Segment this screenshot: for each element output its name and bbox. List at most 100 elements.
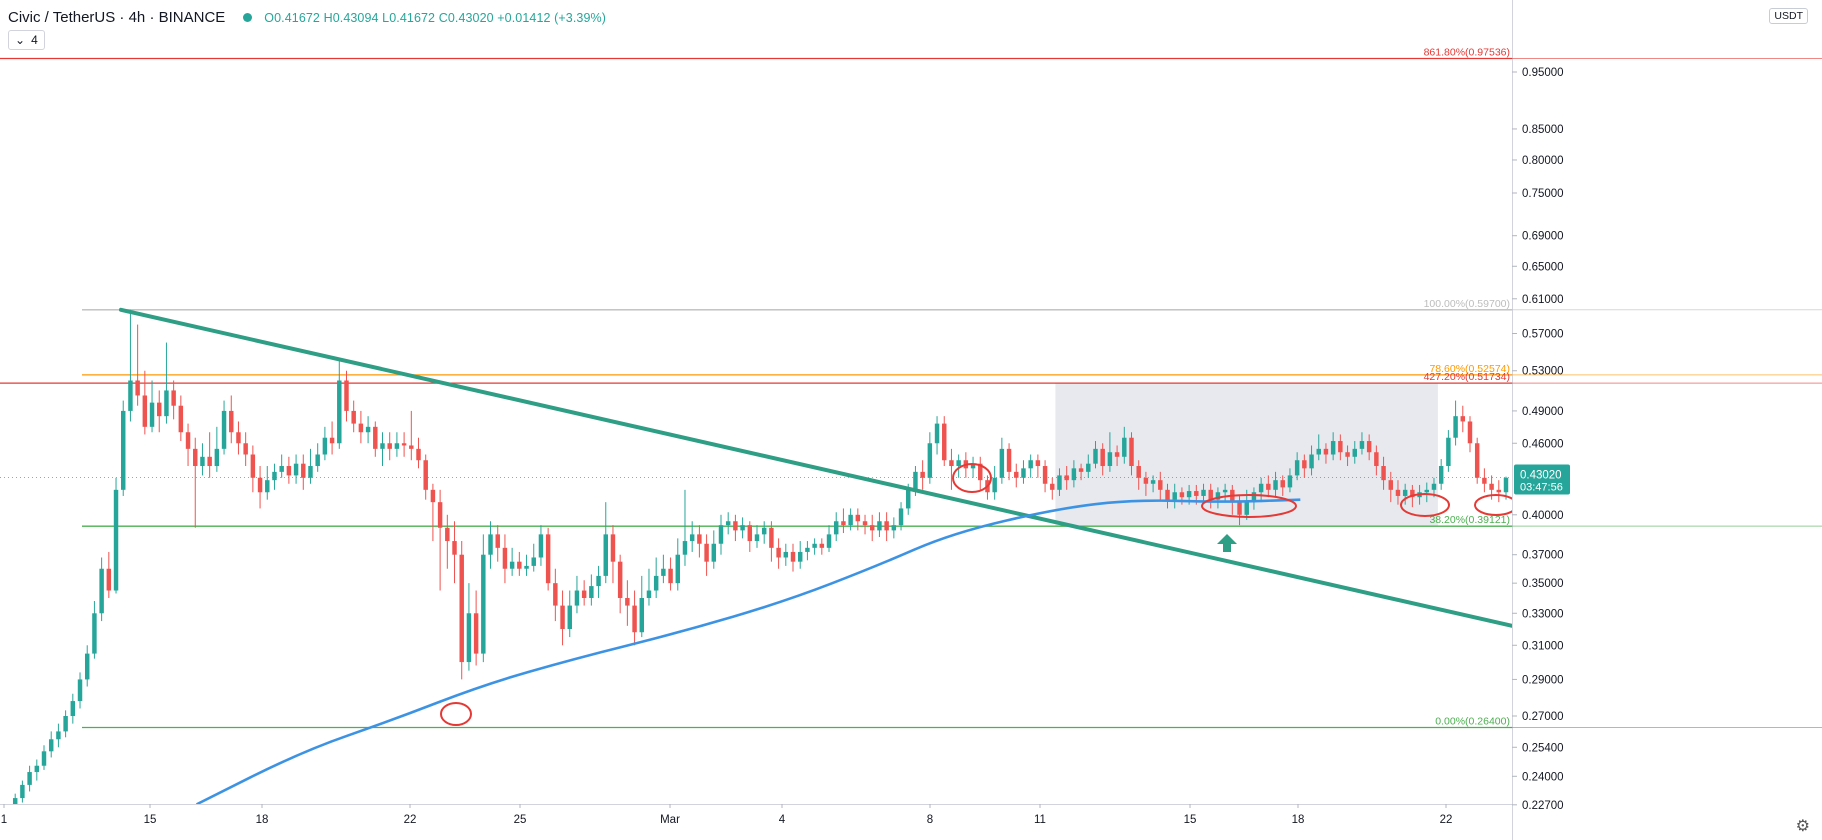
candle-body [344, 380, 349, 411]
candle-body [279, 466, 284, 472]
candle-body [855, 514, 861, 522]
indicators-toggle[interactable]: ⌄ 4 [8, 30, 45, 50]
price-tick-label: 0.35000 [1522, 578, 1564, 590]
candle-body [1100, 448, 1105, 467]
candle-body [164, 390, 169, 417]
candle-body [1395, 489, 1401, 496]
candle-body [1158, 480, 1163, 490]
candle-body [1352, 448, 1357, 457]
candle-body [610, 534, 616, 562]
candle-body [459, 554, 464, 663]
candle-body [639, 597, 645, 633]
candle-body [913, 471, 918, 490]
candle-body [322, 437, 328, 455]
price-tick-label: 0.40000 [1522, 510, 1564, 522]
candle-body [481, 554, 486, 654]
candle-body [632, 605, 637, 633]
candle-body [113, 489, 119, 591]
candle-body [898, 508, 904, 526]
candle-body [1381, 466, 1386, 481]
candle-body [1446, 437, 1451, 467]
candle-body [1251, 492, 1257, 503]
candle-body [1460, 416, 1466, 422]
price-tick-label: 0.22700 [1522, 800, 1564, 812]
candle-body [99, 568, 104, 614]
candle-body [394, 443, 400, 449]
candle-body [574, 590, 580, 606]
candle-body [733, 521, 738, 531]
candle-body [1345, 452, 1350, 457]
candle-body [84, 653, 90, 680]
open-value: O0.41672 [264, 10, 320, 25]
symbol-title[interactable]: Civic / TetherUS · 4h · BINANCE [8, 9, 226, 26]
candle-body [1071, 468, 1077, 481]
candle-body [1338, 441, 1343, 453]
candle-body [927, 443, 933, 478]
candle-body [978, 463, 983, 481]
candle-body [1057, 475, 1062, 490]
price-tick-label: 0.53000 [1522, 366, 1564, 378]
candle-body [826, 534, 832, 548]
time-tick-label: 22 [404, 814, 417, 826]
countdown-timer: 03:47:56 [1520, 482, 1563, 494]
candle-body [1021, 468, 1026, 478]
candle-body [812, 543, 817, 548]
candle-body [1503, 477, 1509, 493]
candle-body [301, 463, 306, 478]
candle-body [70, 701, 76, 716]
gear-icon[interactable]: ⚙ [1795, 818, 1810, 835]
candle-body [1258, 483, 1264, 493]
candle-body [128, 380, 133, 411]
chevron-down-icon: ⌄ [15, 33, 26, 47]
candle-body [1186, 491, 1192, 498]
candle-body [106, 568, 112, 591]
candle-body [891, 525, 897, 531]
fib-level-label: 861.80%(0.97536) [1424, 47, 1510, 59]
candle-body [1194, 491, 1199, 496]
price-tick-label: 0.24000 [1522, 771, 1564, 783]
price-tick-label: 0.80000 [1522, 155, 1564, 167]
candle-body [351, 410, 356, 424]
candle-body [1302, 460, 1307, 469]
candle-body [783, 551, 789, 558]
fib-level-label: 38.20%(0.39121) [1429, 514, 1510, 526]
candle-body [1014, 471, 1019, 478]
candle-body [1215, 492, 1221, 500]
candle-body [48, 739, 54, 752]
currency-button[interactable]: USDT [1769, 8, 1808, 24]
candle-body [1280, 480, 1285, 488]
candle-body [1410, 489, 1415, 498]
time-tick-label: 11 [1034, 814, 1046, 826]
candle-body [1222, 489, 1228, 493]
candle-body [12, 798, 18, 810]
candle-body [488, 534, 493, 555]
candle-body [711, 543, 717, 562]
candle-body [466, 613, 472, 663]
candle-body [1244, 502, 1249, 515]
candle-body [1028, 460, 1033, 469]
ohlc-readout: O0.41672 H0.43094 L0.41672 C0.43020 +0.0… [264, 11, 606, 25]
indicator-count: 4 [31, 33, 38, 47]
moving-average-line [195, 498, 1301, 806]
candle-body [761, 527, 767, 535]
candle-body [1402, 489, 1408, 496]
candle-body [20, 784, 25, 799]
candle-body [1093, 448, 1098, 464]
candle-body [1438, 466, 1444, 484]
candle-body [77, 679, 83, 702]
highlight-ellipse [1201, 494, 1297, 518]
time-tick-label: 8 [927, 814, 933, 826]
chart-header: Civic / TetherUS · 4h · BINANCE O0.41672… [8, 9, 606, 26]
candle-body [769, 527, 774, 548]
price-tick-label: 0.33000 [1522, 608, 1564, 620]
candle-body [329, 437, 335, 444]
candle-body [1086, 463, 1091, 472]
candle-body [653, 575, 659, 591]
candle-body [581, 590, 587, 598]
candle-body [236, 432, 241, 444]
candle-body [120, 410, 126, 490]
candle-body [452, 541, 457, 555]
fib-level-label: 100.00%(0.59700) [1424, 298, 1510, 310]
highlight-ellipse [1400, 493, 1450, 517]
